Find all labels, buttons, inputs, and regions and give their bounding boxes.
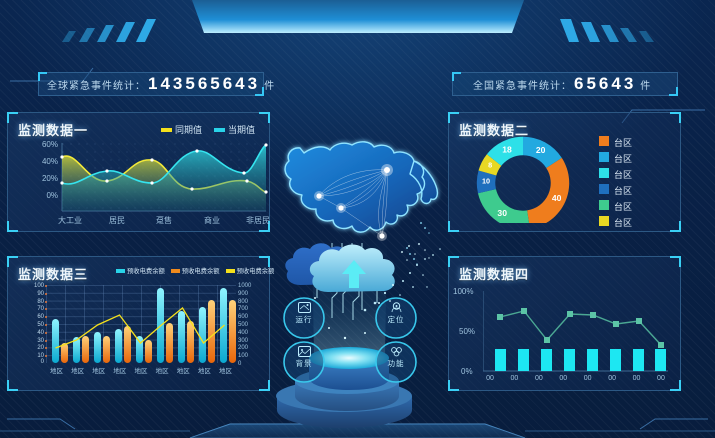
svg-text:40: 40 (552, 193, 562, 203)
svg-text:商业: 商业 (204, 215, 220, 225)
svg-text:20: 20 (536, 145, 546, 155)
svg-text:8: 8 (488, 160, 492, 169)
svg-text:60%: 60% (42, 140, 58, 149)
svg-text:居民: 居民 (109, 216, 125, 225)
svg-text:大工业: 大工业 (58, 215, 82, 225)
svg-text:30: 30 (497, 208, 507, 218)
svg-text:18: 18 (502, 144, 512, 154)
svg-text:40%: 40% (42, 157, 58, 166)
svg-text:20%: 20% (42, 174, 58, 183)
svg-text:非居民: 非居民 (246, 215, 270, 225)
svg-text:0%: 0% (46, 191, 58, 200)
svg-text:趸售: 趸售 (156, 215, 172, 225)
svg-text:10: 10 (482, 176, 490, 185)
